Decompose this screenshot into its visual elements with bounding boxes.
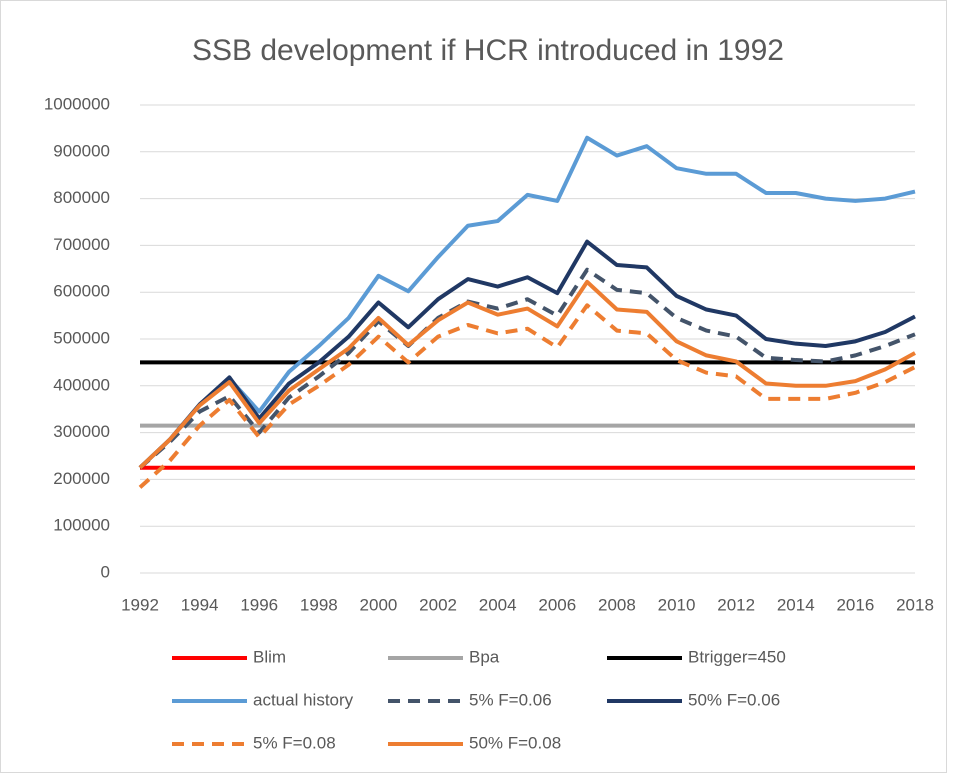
legend-label: 50% F=0.06 — [688, 690, 780, 709]
x-tick-label: 2012 — [717, 595, 755, 614]
y-tick-label: 400000 — [53, 375, 110, 394]
series-line — [138, 267, 916, 470]
x-tick-label: 2000 — [360, 595, 398, 614]
y-tick-label: 700000 — [53, 235, 110, 254]
legend-label: Blim — [253, 647, 286, 666]
x-tick-label: 2008 — [598, 595, 636, 614]
legend-label: 5% F=0.08 — [253, 733, 336, 752]
x-tick-label: 1992 — [121, 595, 159, 614]
x-tick-label: 1998 — [300, 595, 338, 614]
legend-label: actual history — [253, 690, 354, 709]
chart-title: SSB development if HCR introduced in 199… — [192, 34, 784, 67]
legend-label: Bpa — [469, 647, 500, 666]
x-tick-label: 2002 — [419, 595, 457, 614]
x-tick-label: 1994 — [181, 595, 219, 614]
series-line — [138, 135, 916, 470]
series-line — [138, 239, 916, 470]
x-tick-label: 2006 — [538, 595, 576, 614]
legend-label: Btrigger=450 — [688, 647, 786, 666]
x-tick-label: 2010 — [658, 595, 696, 614]
y-tick-label: 800000 — [53, 188, 110, 207]
y-tick-label: 300000 — [53, 422, 110, 441]
legend-label: 5% F=0.06 — [469, 690, 552, 709]
x-tick-label: 2004 — [479, 595, 517, 614]
legend-label: 50% F=0.08 — [469, 733, 561, 752]
y-tick-label: 200000 — [53, 469, 110, 488]
x-tick-label: 2018 — [896, 595, 934, 614]
x-tick-label: 2014 — [777, 595, 815, 614]
y-tick-label: 900000 — [53, 141, 110, 160]
y-tick-label: 0 — [101, 562, 110, 581]
x-tick-label: 2016 — [836, 595, 874, 614]
series-line — [138, 303, 916, 489]
y-tick-label: 500000 — [53, 328, 110, 347]
y-tick-label: 1000000 — [44, 94, 110, 113]
series-line — [138, 279, 916, 470]
x-tick-label: 1996 — [240, 595, 278, 614]
y-tick-label: 100000 — [53, 516, 110, 535]
y-tick-label: 600000 — [53, 282, 110, 301]
